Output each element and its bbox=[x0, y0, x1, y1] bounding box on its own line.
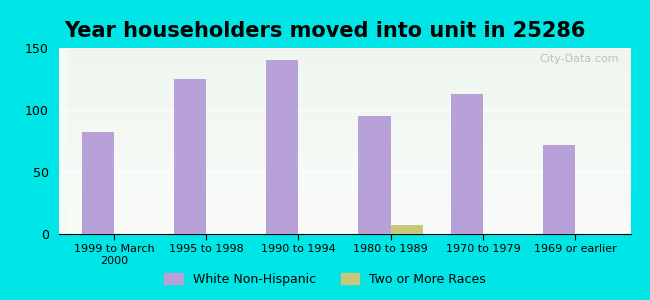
Text: City-Data.com: City-Data.com bbox=[540, 54, 619, 64]
Bar bbox=[543, 145, 575, 234]
Bar bbox=[174, 79, 206, 234]
Bar bbox=[391, 225, 423, 234]
Bar bbox=[450, 94, 483, 234]
Bar bbox=[81, 132, 114, 234]
Bar bbox=[358, 116, 391, 234]
Text: Year householders moved into unit in 25286: Year householders moved into unit in 252… bbox=[64, 21, 586, 41]
Legend: White Non-Hispanic, Two or More Races: White Non-Hispanic, Two or More Races bbox=[159, 268, 491, 291]
Bar bbox=[266, 60, 298, 234]
